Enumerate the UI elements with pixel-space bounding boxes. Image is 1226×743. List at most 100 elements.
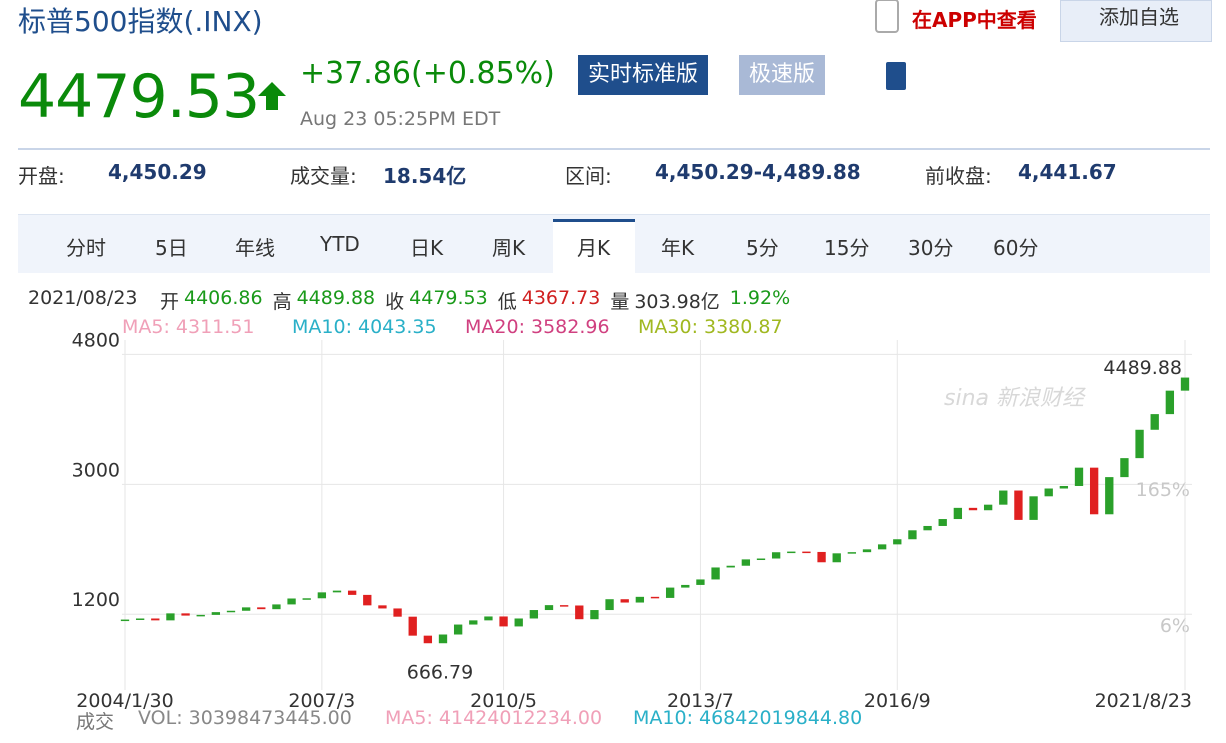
candle [211,612,221,615]
candle [847,552,857,554]
info-value: 4479.53 [409,287,488,309]
candle [968,507,978,511]
tab[interactable]: YTD [320,232,360,256]
stat-value: 18.54亿 [383,164,467,188]
ma-legend: MA10: 4043.35 [292,316,437,338]
info-label: 开 [160,291,180,313]
ma-legend: MA30: 3380.87 [638,316,783,338]
version-button[interactable]: 极速版 [739,55,826,95]
info-label: 量 [610,291,630,313]
candle [423,635,433,644]
annotation: 666.79 [407,662,473,684]
y2-tick-label: 165% [1136,479,1190,501]
tab[interactable]: 年K [661,236,695,260]
tab[interactable]: 周K [492,236,526,260]
candle [696,579,705,585]
y-tick-label: 4800 [72,329,120,351]
price: 4479.53 [18,62,260,132]
x-tick-label: 2021/8/23 [1095,690,1192,712]
candle [923,525,932,531]
stat-label: 开盘: [18,164,65,188]
candle [1165,390,1175,415]
info-label: 收 [385,291,405,313]
candle [893,539,902,545]
candle [983,504,993,511]
x-tick-label: 2016/9 [864,690,931,712]
candle [741,559,751,566]
candle [1105,477,1114,515]
stats-bar [18,148,1210,210]
y-tick-label: 1200 [72,589,120,611]
candle [575,605,584,620]
stat-value: 4,450.29-4,489.88 [655,160,861,184]
candle [302,598,311,600]
add-button[interactable]: 添加自选 [1060,0,1212,42]
candle [347,590,357,595]
candle [802,551,811,554]
candle [469,620,478,625]
version-button[interactable]: 实时标准版 [578,55,709,95]
candle [832,553,841,563]
candle [393,608,402,617]
change: +37.86(+0.85%) [300,56,555,91]
candle [241,607,251,611]
candle [378,605,387,609]
app-link[interactable]: 在APP中查看 [912,8,1037,32]
tab[interactable]: 5日 [155,236,188,260]
info-label: 高 [272,291,292,313]
tab[interactable]: 15分 [824,236,870,260]
candle [620,599,629,603]
candle [877,544,887,550]
candle [1029,496,1038,520]
candle [953,507,963,520]
candle [711,567,720,580]
candle [650,596,660,599]
candle [151,618,160,621]
candle [332,590,342,593]
candle [181,613,190,616]
x-tick-label: 2004/1/30 [76,690,173,712]
candle [1089,467,1099,515]
candle [529,610,539,619]
candle [681,584,690,588]
tab[interactable]: 分时 [66,236,106,260]
volume-legend: MA10: 46842019844.80 [633,707,863,729]
active-tab [553,219,635,276]
tab[interactable]: 日K [410,236,444,260]
candle [787,551,796,554]
candle [484,616,493,621]
candle [499,616,508,627]
info-value: 4367.73 [521,287,601,309]
candle [514,618,523,627]
phone-icon [886,62,906,90]
info-date: 2021/08/23 [28,287,138,309]
candle [1059,485,1069,489]
tab[interactable]: 30分 [908,236,954,260]
annotation: 4489.88 [1103,357,1182,379]
candle [544,605,554,611]
candle [363,594,372,606]
up-arrow [258,82,286,110]
candle [1135,429,1144,459]
phone-icon [875,0,899,33]
candle [120,619,130,622]
info-value: 4489.88 [296,287,376,309]
volume-label: 成交 [76,711,115,733]
candle [196,614,205,617]
ma-legend: MA20: 3582.96 [465,316,610,338]
candle [135,618,145,620]
candle [287,598,296,605]
tab[interactable]: 年线 [235,236,275,260]
candle [408,616,417,636]
candle [999,490,1008,505]
tab[interactable]: 月K [577,236,611,260]
volume-legend: VOL: 30398473445.00 [138,707,352,729]
tab[interactable]: 60分 [993,236,1039,260]
candle [272,604,281,610]
candle [908,530,917,540]
tab[interactable]: 5分 [746,236,779,260]
watermark: sina 新浪财经 [944,386,1086,411]
candle [817,551,826,563]
candle [635,596,645,603]
